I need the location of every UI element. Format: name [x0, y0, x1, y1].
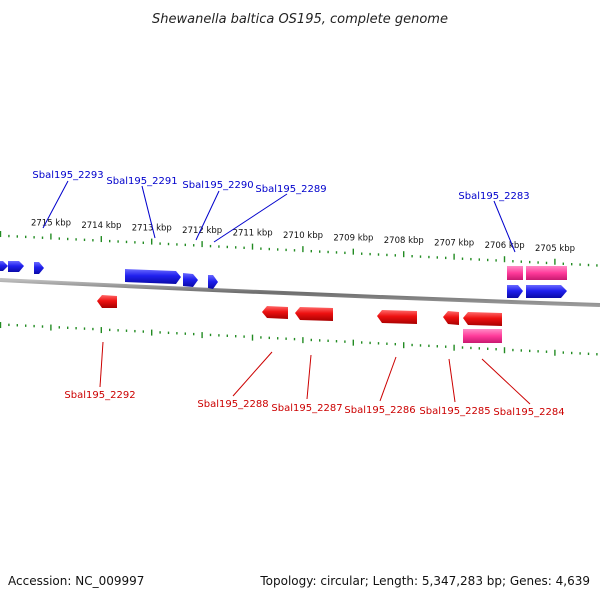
kbp-tick-label: 2713 kbp	[132, 224, 172, 234]
gene-feature-forward[interactable]	[526, 285, 567, 298]
gene-label[interactable]: Sbal195_2292	[64, 390, 135, 401]
gene-label[interactable]: Sbal195_2288	[197, 399, 268, 410]
rna-feature[interactable]	[463, 329, 502, 343]
gene-feature-reverse[interactable]	[97, 295, 117, 308]
kbp-tick-label: 2710 kbp	[283, 231, 323, 241]
kbp-tick-label: 2705 kbp	[535, 244, 575, 254]
gene-label[interactable]: Sbal195_2285	[419, 406, 490, 417]
gene-feature-reverse[interactable]	[463, 312, 502, 326]
genome-backbone	[0, 278, 600, 307]
lower-gene-labels: Sbal195_2292 Sbal195_2288 Sbal195_2287 S…	[64, 390, 564, 418]
kbp-tick-label: 2714 kbp	[81, 221, 121, 231]
kbp-tick-label: 2707 kbp	[434, 239, 474, 249]
rna-feature[interactable]	[507, 266, 523, 280]
tick-rows	[0, 231, 598, 356]
kbp-tick-label: 2712 kbp	[182, 226, 222, 236]
genome-summary-text: Topology: circular; Length: 5,347,283 bp…	[259, 574, 590, 588]
gene-feature-forward[interactable]	[183, 273, 198, 287]
gene-feature-reverse[interactable]	[443, 311, 459, 325]
rna-feature[interactable]	[526, 266, 567, 280]
kbp-tick-label: 2711 kbp	[233, 229, 273, 239]
accession-text: Accession: NC_009997	[8, 574, 144, 588]
kbp-tick-label: 2709 kbp	[333, 234, 373, 244]
upper-gene-labels: Sbal195_2293 Sbal195_2291 Sbal195_2290 S…	[32, 170, 529, 202]
gene-feature-reverse[interactable]	[262, 306, 288, 319]
gene-feature-reverse[interactable]	[377, 310, 417, 324]
gene-feature-forward[interactable]	[34, 262, 44, 274]
map-title: Shewanella baltica OS195, complete genom…	[152, 12, 448, 27]
forward-strand-genes	[0, 261, 567, 298]
reverse-strand-genes	[97, 295, 502, 343]
gene-label[interactable]: Sbal195_2290	[182, 180, 253, 191]
kbp-tick-label: 2715 kbp	[31, 219, 71, 229]
gene-feature-forward[interactable]	[0, 261, 8, 271]
gene-feature-forward[interactable]	[125, 269, 181, 284]
gene-label[interactable]: Sbal195_2289	[255, 184, 326, 195]
gene-label[interactable]: Sbal195_2284	[493, 407, 564, 418]
kbp-tick-label: 2708 kbp	[384, 236, 424, 246]
gene-label[interactable]: Sbal195_2283	[458, 191, 529, 202]
gene-feature-forward[interactable]	[507, 285, 523, 298]
gene-feature-reverse[interactable]	[295, 307, 333, 321]
tick-labels: 2715 kbp 2714 kbp 2713 kbp 2712 kbp 2711 kbp…	[31, 219, 575, 254]
gene-label[interactable]: Sbal195_2293	[32, 170, 103, 181]
kbp-tick-label: 2706 kbp	[485, 241, 525, 251]
callout-lines	[42, 180, 531, 405]
gene-label[interactable]: Sbal195_2286	[344, 405, 415, 416]
gene-feature-forward[interactable]	[208, 275, 218, 289]
gene-feature-forward[interactable]	[8, 261, 24, 272]
gene-label[interactable]: Sbal195_2287	[271, 403, 342, 414]
gene-label[interactable]: Sbal195_2291	[106, 176, 177, 187]
